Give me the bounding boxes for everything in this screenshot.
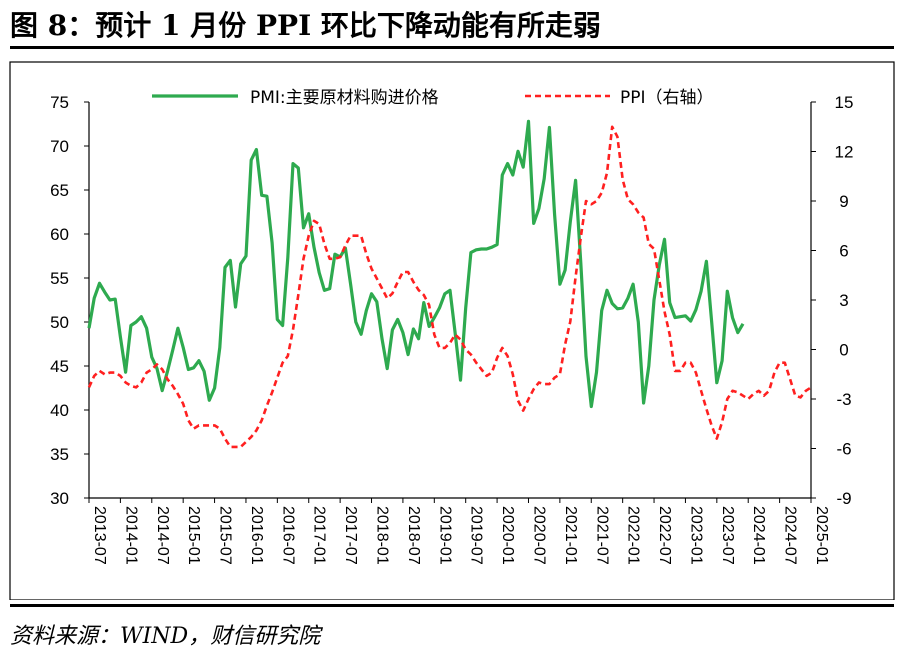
y-left-tick-label: 55 (50, 269, 69, 288)
y-left-tick-label: 30 (50, 489, 69, 508)
x-tick-label: 2021-07 (593, 506, 610, 565)
figure-title: 图 8：预计 1 月份 PPI 环比下降动能有所走弱 (10, 9, 601, 42)
x-tick-label: 2021-01 (562, 506, 579, 565)
x-tick-label: 2017-07 (342, 506, 359, 565)
y-right-tick-label: -3 (836, 390, 851, 409)
source-note: 资料来源：WIND，财信研究院 (10, 624, 321, 649)
legend-label-pmi: PMI:主要原材料购进价格 (250, 88, 439, 108)
x-tick-label: 2017-01 (311, 506, 328, 565)
x-tick-label: 2023-07 (719, 506, 736, 565)
x-tick-label: 2018-01 (374, 506, 391, 565)
x-tick-label: 2015-07 (217, 506, 234, 565)
y-right-tick-label: 12 (835, 143, 854, 162)
x-tick-label: 2025-01 (813, 506, 830, 565)
legend-label-ppi: PPI（右轴） (620, 88, 714, 108)
y-left-tick-label: 50 (50, 313, 69, 332)
x-tick-label: 2024-01 (750, 506, 767, 565)
x-tick-label: 2018-07 (405, 506, 422, 565)
y-right-tick-label: -6 (836, 440, 851, 459)
y-left-tick-label: 75 (50, 93, 69, 112)
y-left-tick-label: 40 (50, 401, 69, 420)
x-tick-label: 2016-07 (279, 506, 296, 565)
x-tick-label: 2014-01 (122, 506, 139, 565)
y-left-tick-label: 70 (50, 137, 69, 156)
y-right-tick-label: 6 (839, 242, 848, 261)
x-tick-label: 2023-01 (687, 506, 704, 565)
title-rule (10, 46, 894, 49)
x-tick-label: 2013-07 (91, 506, 108, 565)
source-rule (10, 604, 894, 607)
y-right-tick-label: 0 (839, 341, 848, 360)
y-left-tick-label: 45 (50, 357, 69, 376)
dual-axis-line-chart: 30 35 40 45 50 55 60 65 70 75 -9 -6 -3 0 3 6 9 12 15 2013-0… (9, 61, 895, 600)
y-right-tick-label: 9 (839, 192, 848, 211)
y-right-tick-label: -9 (836, 489, 851, 508)
y-right-tick-label: 15 (835, 93, 854, 112)
x-tick-label: 2024-07 (782, 506, 799, 565)
pmi-series-line (87, 119, 745, 409)
ppi-series-line (87, 125, 812, 449)
x-tick-label: 2020-01 (499, 506, 516, 565)
y-left-tick-label: 35 (50, 445, 69, 464)
x-tick-label: 2019-07 (468, 506, 485, 565)
x-tick-label: 2022-07 (656, 506, 673, 565)
x-tick-label: 2019-01 (436, 506, 453, 565)
plot-frame (9, 61, 895, 600)
x-tick-label: 2022-01 (625, 506, 642, 565)
y-left-tick-label: 60 (50, 225, 69, 244)
x-tick-label: 2016-01 (248, 506, 265, 565)
y-left-tick-label: 65 (50, 181, 69, 200)
x-tick-label: 2014-07 (154, 506, 171, 565)
x-tick-label: 2020-07 (530, 506, 547, 565)
y-right-tick-label: 3 (839, 291, 848, 310)
x-tick-label: 2015-01 (185, 506, 202, 565)
